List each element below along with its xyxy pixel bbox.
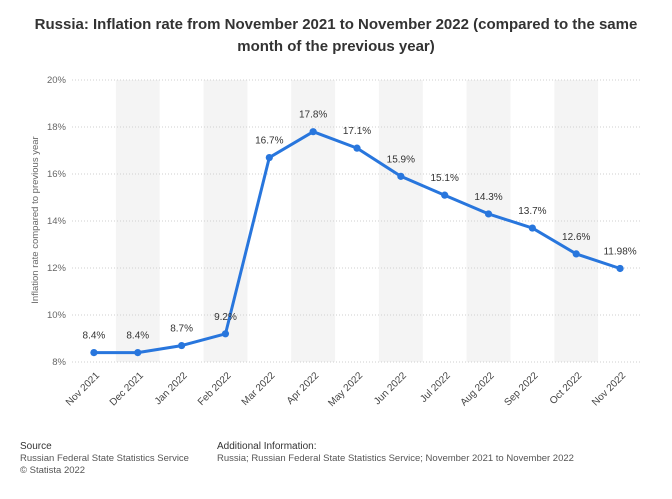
data-label: 16.7%	[255, 136, 283, 147]
y-axis-ticks: 8% 10% 12% 14% 16% 18% 20%	[47, 75, 67, 368]
data-point	[90, 349, 98, 357]
x-tick-label: Aug 2022	[459, 370, 497, 408]
x-axis-ticks: Nov 2021 Dec 2021 Jan 2022 Feb 2022 Mar 2022…	[64, 370, 629, 409]
source-line-2: © Statista 2022	[20, 465, 86, 476]
x-tick-label: May 2022	[326, 370, 365, 409]
band	[378, 80, 423, 362]
additional-info-heading: Additional Information:	[217, 441, 317, 452]
alternating-bands	[115, 80, 599, 362]
data-point	[484, 210, 493, 218]
data-label: 17.1%	[343, 126, 371, 137]
y-tick-label: 16%	[47, 169, 67, 180]
x-tick-label: Nov 2022	[590, 370, 628, 408]
data-point	[178, 341, 186, 350]
x-tick-label: Jun 2022	[372, 370, 409, 407]
data-point	[616, 264, 624, 273]
y-tick-label: 18%	[47, 122, 67, 133]
source-line-1: Russian Federal State Statistics Service	[20, 453, 189, 464]
x-tick-label: Dec 2021	[108, 370, 146, 408]
data-point	[134, 349, 142, 357]
data-label: 15.9%	[387, 154, 415, 165]
source-heading: Source	[20, 441, 52, 452]
data-point	[528, 224, 536, 232]
data-point	[309, 128, 317, 136]
data-label: 11.98%	[603, 246, 636, 257]
x-tick-label: Mar 2022	[240, 370, 278, 408]
data-labels: 8.4% 8.4% 8.7% 9.2% 16.7% 17.8% 17.1% 15.9% 15.1…	[83, 110, 637, 342]
data-point	[572, 250, 580, 258]
y-tick-label: 8%	[52, 357, 66, 368]
x-tick-label: Nov 2021	[64, 370, 102, 408]
y-axis-label: Inflation rate compared to previous year	[30, 136, 41, 303]
additional-info-block: Additional Information: Russia; Russian …	[217, 441, 574, 465]
gridlines	[72, 79, 642, 363]
data-point	[353, 144, 361, 152]
y-tick-label: 10%	[47, 310, 67, 321]
data-label: 8.4%	[126, 331, 149, 342]
data-label: 17.8%	[299, 110, 327, 121]
x-tick-label: Apr 2022	[285, 370, 322, 407]
x-tick-label: Oct 2022	[548, 370, 585, 407]
line-chart: 8% 10% 12% 14% 16% 18% 20% Inflation rate comp…	[30, 75, 642, 409]
chart-title: Russia: Inflation rate from November 202…	[34, 16, 638, 55]
data-point	[441, 191, 449, 199]
y-tick-label: 14%	[47, 216, 67, 227]
x-tick-label: Feb 2022	[196, 370, 234, 408]
y-tick-label: 12%	[47, 263, 67, 274]
source-block: Source Russian Federal State Statistics …	[20, 441, 189, 477]
x-tick-label: Sep 2022	[502, 370, 540, 408]
band	[466, 80, 511, 362]
additional-info-text: Russia; Russian Federal State Statistics…	[217, 453, 574, 464]
series-line	[92, 130, 622, 355]
data-label: 9.2%	[214, 312, 237, 323]
data-point	[397, 172, 405, 180]
data-label: 8.4%	[83, 331, 106, 342]
data-label: 14.3%	[474, 192, 502, 203]
data-label: 15.1%	[431, 173, 459, 184]
data-point	[221, 330, 230, 338]
x-tick-label: Jan 2022	[153, 370, 190, 407]
x-tick-label: Jul 2022	[418, 370, 453, 405]
y-tick-label: 20%	[47, 75, 67, 86]
data-point	[265, 153, 273, 162]
data-label: 8.7%	[170, 324, 193, 335]
data-points	[90, 128, 624, 357]
data-label: 12.6%	[562, 232, 590, 243]
data-label: 13.7%	[518, 206, 546, 217]
